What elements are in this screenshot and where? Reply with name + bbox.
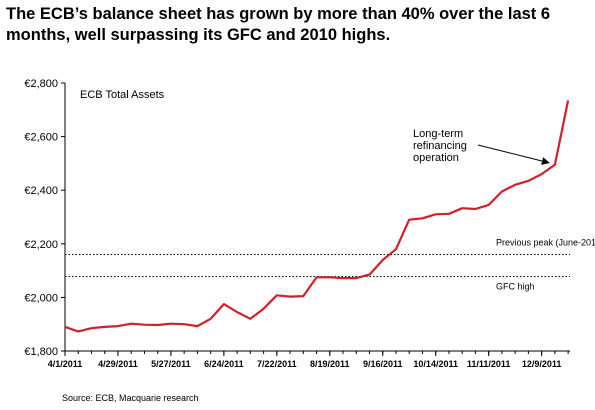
y-tick-label: €1,800 (24, 346, 58, 358)
x-tick-label: 10/14/2011 (413, 359, 458, 369)
x-tick-label: 4/1/2011 (48, 359, 83, 369)
annotation-arrow (477, 144, 550, 165)
y-tick-label: €2,600 (24, 132, 58, 144)
x-tick-label: 7/22/2011 (257, 359, 297, 369)
x-tick-label: 9/16/2011 (363, 359, 403, 369)
chart-headline: The ECB’s balance sheet has grown by mor… (6, 5, 551, 44)
x-tick-label: 11/11/2011 (467, 359, 511, 369)
x-tick-label: 8/19/2011 (310, 359, 350, 369)
x-tick-label: 6/24/2011 (204, 359, 244, 369)
x-tick-label: 5/27/2011 (151, 359, 191, 369)
x-tick-label: 4/29/2011 (98, 359, 138, 369)
series-line (64, 100, 570, 333)
y-tick-label: €2,800 (24, 78, 58, 90)
annotation-text: operation (413, 152, 459, 164)
chart-title: ECB Total Assets (80, 89, 165, 101)
reference-line-label: Previous peak (June-2010) (496, 238, 595, 248)
reference-line-label: GFC high (496, 281, 535, 291)
x-tick-label: 12/9/2011 (522, 359, 562, 369)
y-tick-label: €2,000 (24, 292, 58, 304)
annotation-text: refinancing (413, 140, 467, 152)
y-tick-label: €2,200 (24, 239, 58, 251)
y-tick-label: €2,400 (24, 185, 58, 197)
annotation-text: Long-term (413, 128, 463, 140)
source-note: Source: ECB, Macquarie research (62, 393, 199, 403)
